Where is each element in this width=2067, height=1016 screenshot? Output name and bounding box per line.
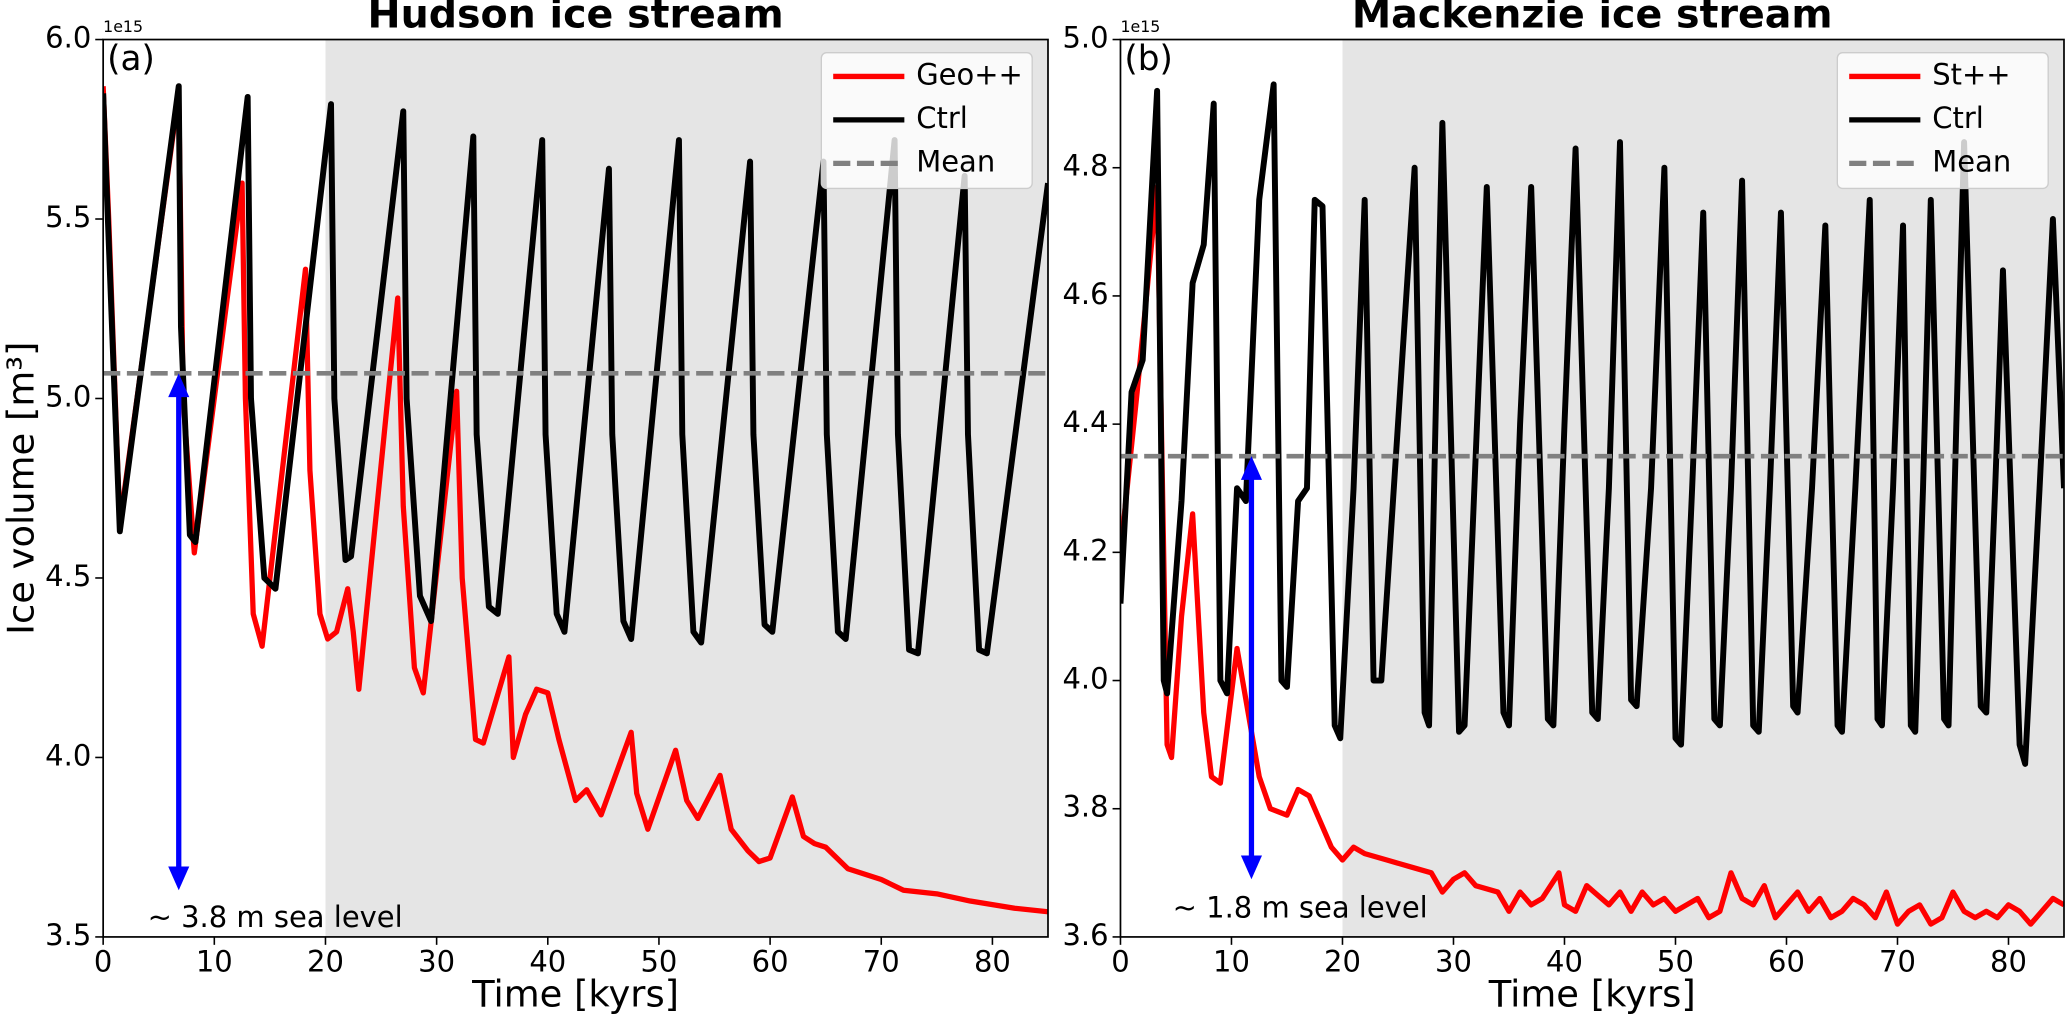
- y-tick-label: 4.2: [1063, 533, 1109, 567]
- annotation: ~ 3.8 m sea level: [148, 900, 403, 934]
- y-tick-label: 4.8: [1063, 149, 1109, 183]
- legend-box: [1836, 52, 2049, 190]
- x-tick-label: 30: [418, 944, 455, 978]
- y-tick-label: 4.0: [45, 738, 91, 772]
- y-tick-label: 4.4: [1063, 405, 1109, 439]
- x-tick-label: 60: [752, 944, 789, 978]
- x-tick-label: 50: [640, 944, 677, 978]
- x-tick-label: 20: [1324, 944, 1361, 978]
- x-tick-label: 80: [974, 944, 1011, 978]
- x-tick-label: 40: [529, 944, 566, 978]
- legend-label: Ctrl: [916, 101, 968, 135]
- x-axis-label: Time [kyrs]: [1488, 973, 1696, 1016]
- legend-label: Ctrl: [1932, 101, 1984, 135]
- x-tick-label: 10: [1213, 944, 1250, 978]
- legend-label: Geo++: [916, 57, 1023, 91]
- axes-frame: [102, 38, 1049, 938]
- x-tick-label: 70: [1879, 944, 1916, 978]
- arrow-head: [168, 866, 190, 891]
- legend-label: Mean: [1932, 144, 2011, 178]
- x-tick-label: 10: [196, 944, 233, 978]
- x-tick-label: 80: [1990, 944, 2027, 978]
- x-tick-label: 0: [94, 944, 112, 978]
- chart-title: Mackenzie ice stream: [1352, 0, 1833, 38]
- y-tick-label: 3.8: [1063, 790, 1109, 824]
- legend-label: Mean: [916, 144, 995, 178]
- y-tick-label: 5.5: [45, 200, 91, 234]
- x-tick-label: 20: [307, 944, 344, 978]
- y-tick-label: 4.6: [1063, 277, 1109, 311]
- x-axis-label: Time [kyrs]: [471, 973, 679, 1016]
- y-tick-label: 3.5: [45, 918, 91, 952]
- series-line: [1120, 81, 2064, 767]
- x-tick-label: 30: [1435, 944, 1472, 978]
- arrow-head: [1240, 456, 1262, 480]
- panel-label: (b): [1124, 39, 1172, 79]
- series-line: [1120, 184, 2064, 927]
- offset-label: 1e15: [103, 17, 143, 36]
- x-tick-label: 0: [1111, 944, 1129, 978]
- y-tick-label: 5.0: [45, 379, 91, 413]
- y-tick-label: 3.6: [1063, 918, 1109, 952]
- offset-label: 1e15: [1120, 17, 1160, 36]
- axes-frame: [1119, 38, 2065, 938]
- y-tick-label: 5.0: [1063, 21, 1109, 55]
- x-tick-label: 50: [1657, 944, 1694, 978]
- y-tick-label: 4.5: [45, 559, 91, 593]
- panel-label: (a): [107, 39, 155, 79]
- y-tick-label: 4.0: [1063, 662, 1109, 696]
- chart-title: Hudson ice stream: [368, 0, 784, 38]
- legend-label: St++: [1932, 57, 2010, 91]
- annotation: ~ 1.8 m sea level: [1173, 890, 1428, 924]
- x-tick-label: 60: [1768, 944, 1805, 978]
- series-line: [103, 86, 1048, 915]
- legend-box: [820, 52, 1033, 190]
- y-tick-label: 6.0: [45, 21, 91, 55]
- arrow-head: [1240, 855, 1262, 880]
- x-tick-label: 40: [1546, 944, 1583, 978]
- y-axis-label: Ice volume [m³]: [0, 342, 42, 635]
- series-line: [103, 83, 1048, 657]
- arrow-head: [168, 373, 190, 398]
- x-tick-label: 70: [863, 944, 900, 978]
